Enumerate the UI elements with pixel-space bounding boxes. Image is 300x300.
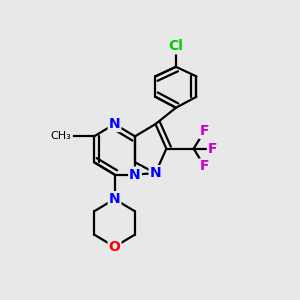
Text: N: N bbox=[109, 192, 120, 206]
Text: F: F bbox=[200, 159, 209, 173]
Text: N: N bbox=[109, 117, 120, 131]
Text: Cl: Cl bbox=[169, 39, 183, 53]
Text: F: F bbox=[200, 124, 209, 138]
Text: N: N bbox=[150, 166, 161, 180]
Text: N: N bbox=[129, 167, 141, 182]
Text: F: F bbox=[208, 142, 218, 156]
Text: CH₃: CH₃ bbox=[50, 131, 71, 141]
Text: O: O bbox=[109, 240, 121, 254]
